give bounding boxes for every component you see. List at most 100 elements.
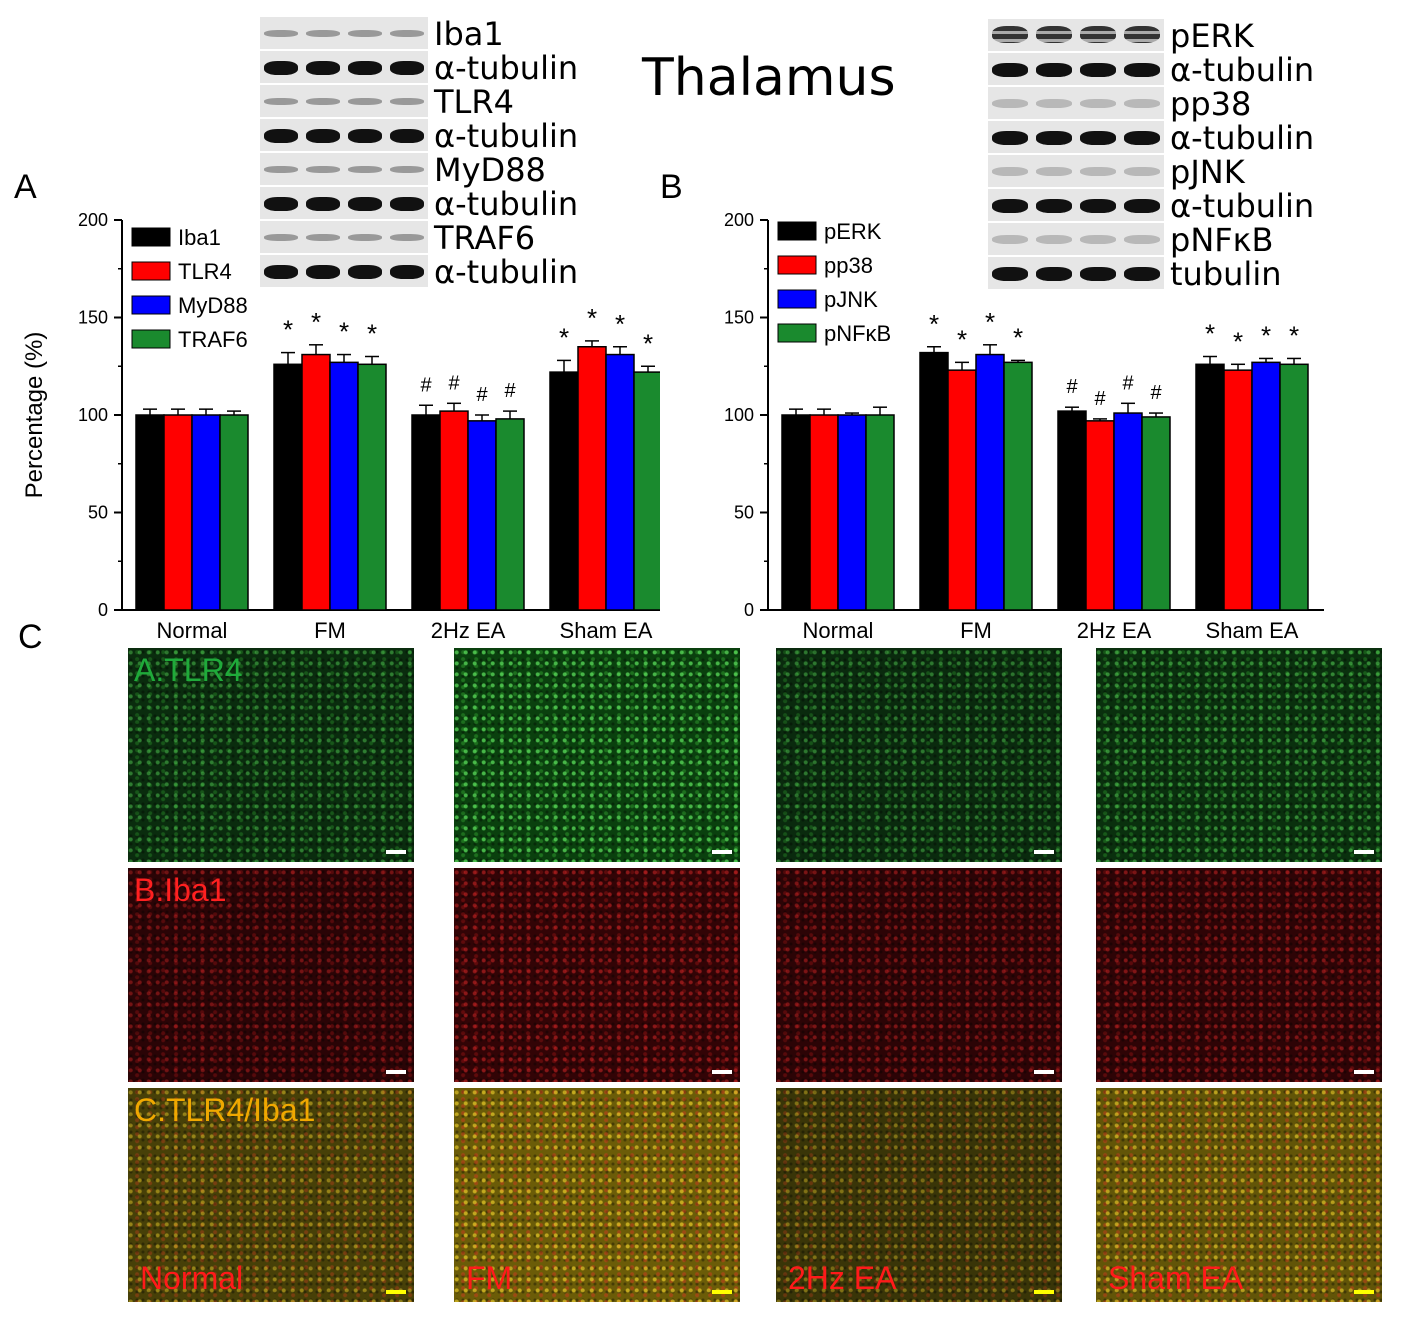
- blot-left-label: TLR4: [434, 83, 514, 121]
- bar: [1279, 363, 1309, 611]
- scale-bar: [1354, 850, 1374, 854]
- micrograph-row-label: A.TLR4: [134, 652, 243, 688]
- blot-left-band: [306, 165, 340, 174]
- blot-right-label: α-tubulin: [1170, 51, 1315, 89]
- micrograph-tile: [454, 648, 740, 862]
- blot-right-band: [1080, 62, 1116, 77]
- micrograph-tile: 2Hz EA: [776, 1088, 1062, 1302]
- blot-right-strip: [988, 18, 1164, 52]
- blot-left-band: [264, 29, 298, 38]
- blot-right-band: [1080, 26, 1116, 44]
- significance-mark: *: [1013, 322, 1023, 352]
- blot-left-strip: [260, 84, 428, 118]
- blot-right-band: [1080, 98, 1116, 109]
- blot-left-label: MyD88: [434, 151, 546, 189]
- blot-left-strip: [260, 118, 428, 152]
- bar: [467, 420, 497, 611]
- legend-swatch: [777, 255, 817, 275]
- y-tick-label: 200: [724, 210, 754, 230]
- micrograph-tile: [776, 868, 1062, 1082]
- bar: [301, 353, 331, 611]
- blot-left-band: [390, 196, 424, 211]
- blot-right-band: [1036, 198, 1072, 213]
- bar: [549, 371, 579, 611]
- bar: [439, 410, 469, 611]
- blot-left-strip: [260, 220, 428, 254]
- blot-right-strip: [988, 222, 1164, 256]
- blot-left-strip: [260, 16, 428, 50]
- blot-right-band: [1124, 62, 1160, 77]
- y-tick-label: 100: [724, 405, 754, 425]
- blot-right-band: [992, 130, 1028, 145]
- blot-left-band: [306, 97, 340, 106]
- scale-bar: [712, 850, 732, 854]
- blot-left-band: [348, 60, 382, 75]
- blot-right-label: pNFκB: [1170, 221, 1274, 259]
- blot-right-band: [992, 234, 1028, 245]
- legend-label: pp38: [824, 253, 873, 278]
- scale-bar: [1034, 850, 1054, 854]
- blot-right-band: [1124, 266, 1160, 281]
- significance-mark: *: [1205, 319, 1215, 349]
- legend-label: MyD88: [178, 293, 248, 318]
- micrograph-row-label: C.TLR4/Iba1: [134, 1092, 316, 1128]
- significance-mark: #: [448, 372, 460, 394]
- blot-right-band: [992, 98, 1028, 109]
- blot-right-band: [1080, 130, 1116, 145]
- legend-swatch: [131, 227, 171, 247]
- micrograph-group-label: 2Hz EA: [788, 1260, 897, 1296]
- significance-mark: *: [311, 307, 321, 337]
- bar: [577, 346, 607, 611]
- blot-left-band: [390, 165, 424, 174]
- category-label: FM: [960, 618, 992, 643]
- category-label: 2Hz EA: [1077, 618, 1152, 643]
- blot-left-band: [390, 97, 424, 106]
- blot-right-band: [1080, 266, 1116, 281]
- significance-mark: *: [1261, 320, 1271, 350]
- category-label: 2Hz EA: [431, 618, 506, 643]
- blot-right-band: [1124, 130, 1160, 145]
- legend-label: pERK: [824, 219, 882, 244]
- legend-swatch: [777, 289, 817, 309]
- panel-letter-c: C: [18, 618, 43, 656]
- blot-left-band: [264, 97, 298, 106]
- blot-right-band: [992, 266, 1028, 281]
- bar: [1223, 369, 1253, 611]
- blot-left-band: [306, 29, 340, 38]
- blot-left-band: [390, 264, 424, 279]
- blot-right-band: [1124, 98, 1160, 109]
- y-tick-label: 0: [98, 600, 108, 620]
- blot-left-band: [348, 165, 382, 174]
- legend-swatch: [777, 323, 817, 343]
- legend-swatch: [131, 329, 171, 349]
- y-tick-label: 0: [744, 600, 754, 620]
- legend-label: pNFκB: [824, 321, 891, 346]
- scale-bar: [1354, 1070, 1374, 1074]
- blot-left-band: [264, 196, 298, 211]
- blot-left-band: [348, 196, 382, 211]
- blot-left-band: [306, 264, 340, 279]
- significance-mark: *: [559, 322, 569, 352]
- blot-left-band: [264, 60, 298, 75]
- legend-label: TLR4: [178, 259, 232, 284]
- legend-swatch: [131, 295, 171, 315]
- category-label: FM: [314, 618, 346, 643]
- bar: [1003, 361, 1033, 611]
- bar: [1141, 416, 1171, 611]
- significance-mark: *: [929, 309, 939, 339]
- scale-bar: [1354, 1290, 1374, 1294]
- y-tick-label: 150: [78, 308, 108, 328]
- significance-mark: *: [643, 328, 653, 358]
- micrograph-tile: B.Iba1: [128, 868, 414, 1082]
- blot-right-band: [1124, 166, 1160, 177]
- significance-mark: *: [615, 309, 625, 339]
- blot-right-strip: [988, 154, 1164, 188]
- blot-right-strip: [988, 120, 1164, 154]
- legend-label: pJNK: [824, 287, 878, 312]
- bar-chart-b: 0 50 100 150 200 Normal * * * * FM # # # #2Hz EA * * * * Sh…: [724, 210, 1324, 643]
- category-label: Sham EA: [560, 618, 653, 643]
- micrograph-tile: C.TLR4/Iba1 Normal: [128, 1088, 414, 1302]
- bar: [411, 414, 441, 611]
- panel-letter-a: A: [14, 168, 37, 206]
- y-tick-label: 150: [724, 308, 754, 328]
